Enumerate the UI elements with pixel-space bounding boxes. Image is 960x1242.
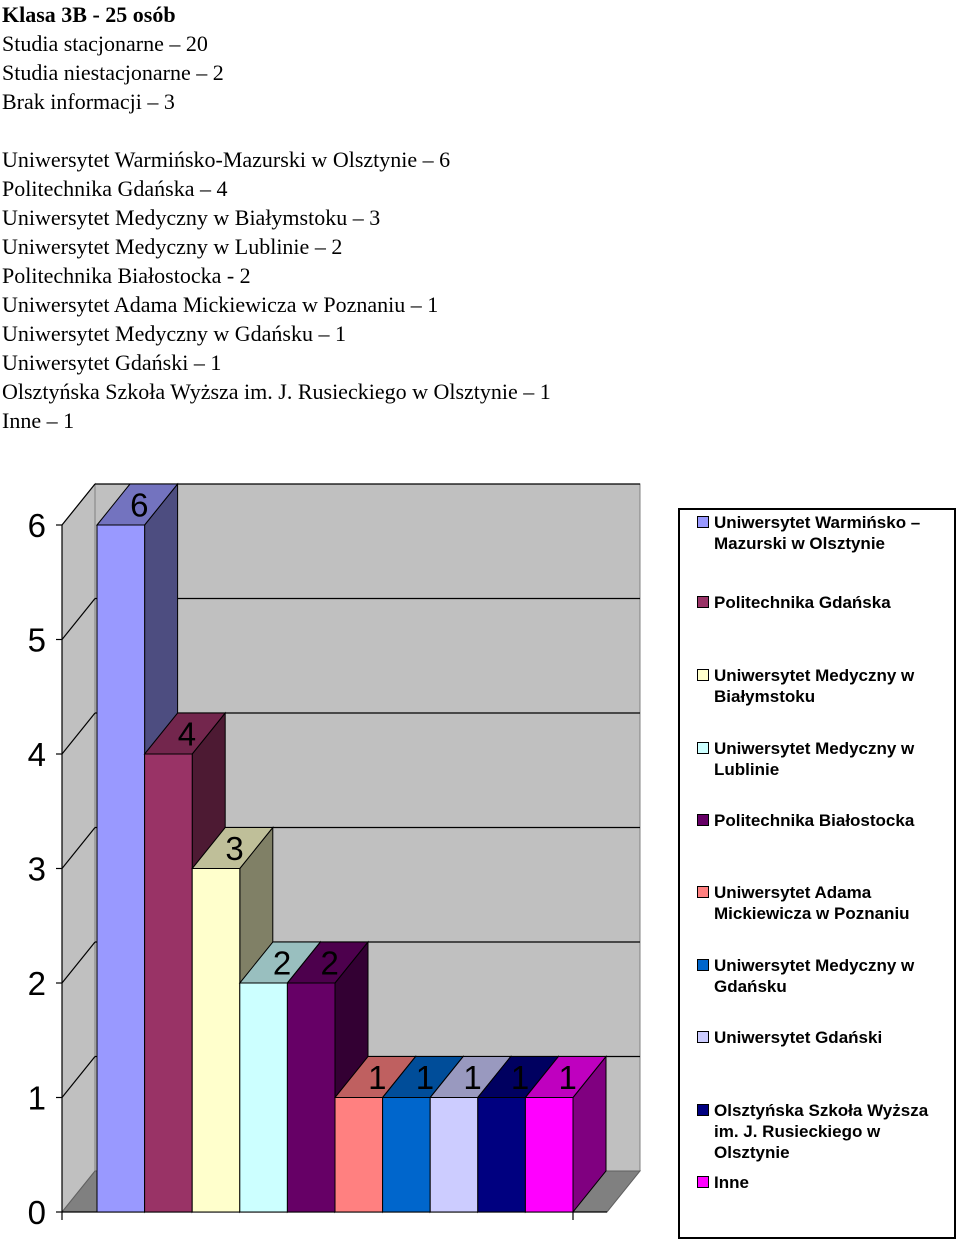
legend-label: Olsztyńska Szkoła Wyższa im. J. Rusieckie… xyxy=(714,1100,955,1163)
summary-line: Studia niestacjonarne – 2 xyxy=(2,60,224,85)
legend-label-line: Politechnika Gdańska xyxy=(714,593,891,612)
legend-swatch xyxy=(697,1104,709,1116)
spacer xyxy=(2,116,942,145)
chart-legend: Uniwersytet Warmińsko – Mazurski w Olszty… xyxy=(678,508,956,1239)
legend-label-line: Uniwersytet Medyczny w xyxy=(714,666,915,685)
data-label: 1 xyxy=(416,1059,434,1096)
legend-label-line: Lublinie xyxy=(714,760,780,779)
university-line: Politechnika Gdańska – 4 xyxy=(2,176,228,201)
legend-label-line: Uniwersytet Adama xyxy=(714,883,872,902)
bar xyxy=(239,982,288,1213)
legend-label: Inne xyxy=(714,1172,955,1193)
university-line: Uniwersytet Medyczny w Lublinie – 2 xyxy=(2,234,343,259)
data-label: 2 xyxy=(273,945,291,982)
university-line: Uniwersytet Medyczny w Gdańsku – 1 xyxy=(2,321,346,346)
gridline xyxy=(61,827,96,869)
bar xyxy=(524,1097,574,1213)
y-tick-label: 1 xyxy=(28,1080,46,1117)
legend-label-line: Politechnika Białostocka xyxy=(714,811,915,830)
y-tick-label: 2 xyxy=(28,965,46,1002)
legend-item: Uniwersytet Warmińsko – Mazurski w Olszty… xyxy=(697,512,955,554)
legend-swatch xyxy=(697,742,709,754)
bar xyxy=(334,1097,384,1213)
data-label: 3 xyxy=(225,830,243,867)
y-tick-label: 6 xyxy=(28,507,46,544)
legend-swatch xyxy=(697,669,709,681)
gridline xyxy=(61,598,96,640)
bar xyxy=(477,1097,526,1213)
legend-label-line: Uniwersytet Gdański xyxy=(714,1028,883,1047)
legend-label: Uniwersytet Medyczny w Lublinie xyxy=(714,738,955,780)
legend-swatch xyxy=(697,959,709,971)
legend-label: Uniwersytet Medyczny w Gdańsku xyxy=(714,955,955,997)
legend-item: Uniwersytet Gdański xyxy=(697,1027,955,1048)
legend-label-line: Olsztyńska Szkoła Wyższa xyxy=(714,1101,929,1120)
data-label: 1 xyxy=(511,1059,529,1096)
legend-label-line: Białymstoku xyxy=(714,687,816,706)
university-line: Uniwersytet Gdański – 1 xyxy=(2,350,222,375)
data-label: 1 xyxy=(559,1059,577,1096)
legend-label: Politechnika Białostocka xyxy=(714,810,955,831)
y-tick-label: 0 xyxy=(28,1194,46,1231)
legend-item: Politechnika Białostocka xyxy=(697,810,955,831)
legend-label: Uniwersytet Adama Mickiewicza w Poznaniu xyxy=(714,882,955,924)
bar xyxy=(286,982,336,1213)
legend-label-line: Mazurski w Olsztynie xyxy=(714,534,885,553)
university-line: Uniwersytet Warmińsko-Mazurski w Olsztyn… xyxy=(2,147,451,172)
summary-line: Studia stacjonarne – 20 xyxy=(2,31,208,56)
university-line: Uniwersytet Medyczny w Białymstoku – 3 xyxy=(2,205,381,230)
legend-label-line: Uniwersytet Medyczny w xyxy=(714,739,915,758)
bar xyxy=(96,524,146,1213)
legend-swatch xyxy=(697,516,709,528)
legend-item: Politechnika Gdańska xyxy=(697,592,955,613)
legend-swatch xyxy=(697,596,709,608)
legend-label-line: Olsztynie xyxy=(714,1143,790,1162)
class-title: Klasa 3B - 25 osób xyxy=(2,2,176,27)
legend-swatch xyxy=(697,886,709,898)
legend-label-line: Gdańsku xyxy=(714,977,787,996)
data-label: 1 xyxy=(463,1059,481,1096)
legend-swatch xyxy=(697,1031,709,1043)
legend-label: Uniwersytet Gdański xyxy=(714,1027,955,1048)
gridline xyxy=(61,941,96,984)
summary-text: Klasa 3B - 25 osób Studia stacjonarne – … xyxy=(2,0,942,435)
university-line: Politechnika Białostocka - 2 xyxy=(2,263,251,288)
bar xyxy=(382,1097,431,1213)
gridline xyxy=(61,712,96,755)
legend-label: Uniwersytet Warmińsko – Mazurski w Olszty… xyxy=(714,512,955,554)
y-tick-label: 5 xyxy=(28,622,46,659)
legend-label-line: Inne xyxy=(714,1173,749,1192)
legend-label-line: Mickiewicza w Poznaniu xyxy=(714,904,910,923)
legend-item: Uniwersytet Medyczny w Gdańsku xyxy=(697,955,955,997)
university-line: Inne – 1 xyxy=(2,408,75,433)
legend-label-line: Uniwersytet Medyczny w xyxy=(714,956,915,975)
legend-item: Uniwersytet Adama Mickiewicza w Poznaniu xyxy=(697,882,955,924)
bar xyxy=(191,868,241,1213)
data-label: 2 xyxy=(321,945,339,982)
legend-label: Uniwersytet Medyczny w Białymstoku xyxy=(714,665,955,707)
legend-label-line: im. J. Rusieckiego w xyxy=(714,1122,881,1141)
y-tick-label: 3 xyxy=(28,851,46,888)
data-label: 1 xyxy=(368,1059,386,1096)
legend-item: Inne xyxy=(697,1172,955,1193)
legend-item: Uniwersytet Medyczny w Lublinie xyxy=(697,738,955,780)
legend-label-line: Uniwersytet Warmińsko – xyxy=(714,513,921,532)
summary-line: Brak informacji – 3 xyxy=(2,89,175,114)
legend-swatch xyxy=(697,814,709,826)
university-line: Olsztyńska Szkoła Wyższa im. J. Rusiecki… xyxy=(2,379,551,404)
gridline xyxy=(61,483,96,526)
data-label: 4 xyxy=(178,716,196,753)
bar xyxy=(144,753,193,1213)
legend-label: Politechnika Gdańska xyxy=(714,592,955,613)
data-label: 6 xyxy=(130,487,148,524)
gridline xyxy=(61,1056,96,1098)
university-line: Uniwersytet Adama Mickiewicza w Poznaniu… xyxy=(2,292,439,317)
bar xyxy=(429,1097,479,1213)
legend-item: Olsztyńska Szkoła Wyższa im. J. Rusieckie… xyxy=(697,1100,955,1163)
y-tick-label: 4 xyxy=(28,736,46,773)
legend-swatch xyxy=(697,1176,709,1188)
legend-item: Uniwersytet Medyczny w Białymstoku xyxy=(697,665,955,707)
